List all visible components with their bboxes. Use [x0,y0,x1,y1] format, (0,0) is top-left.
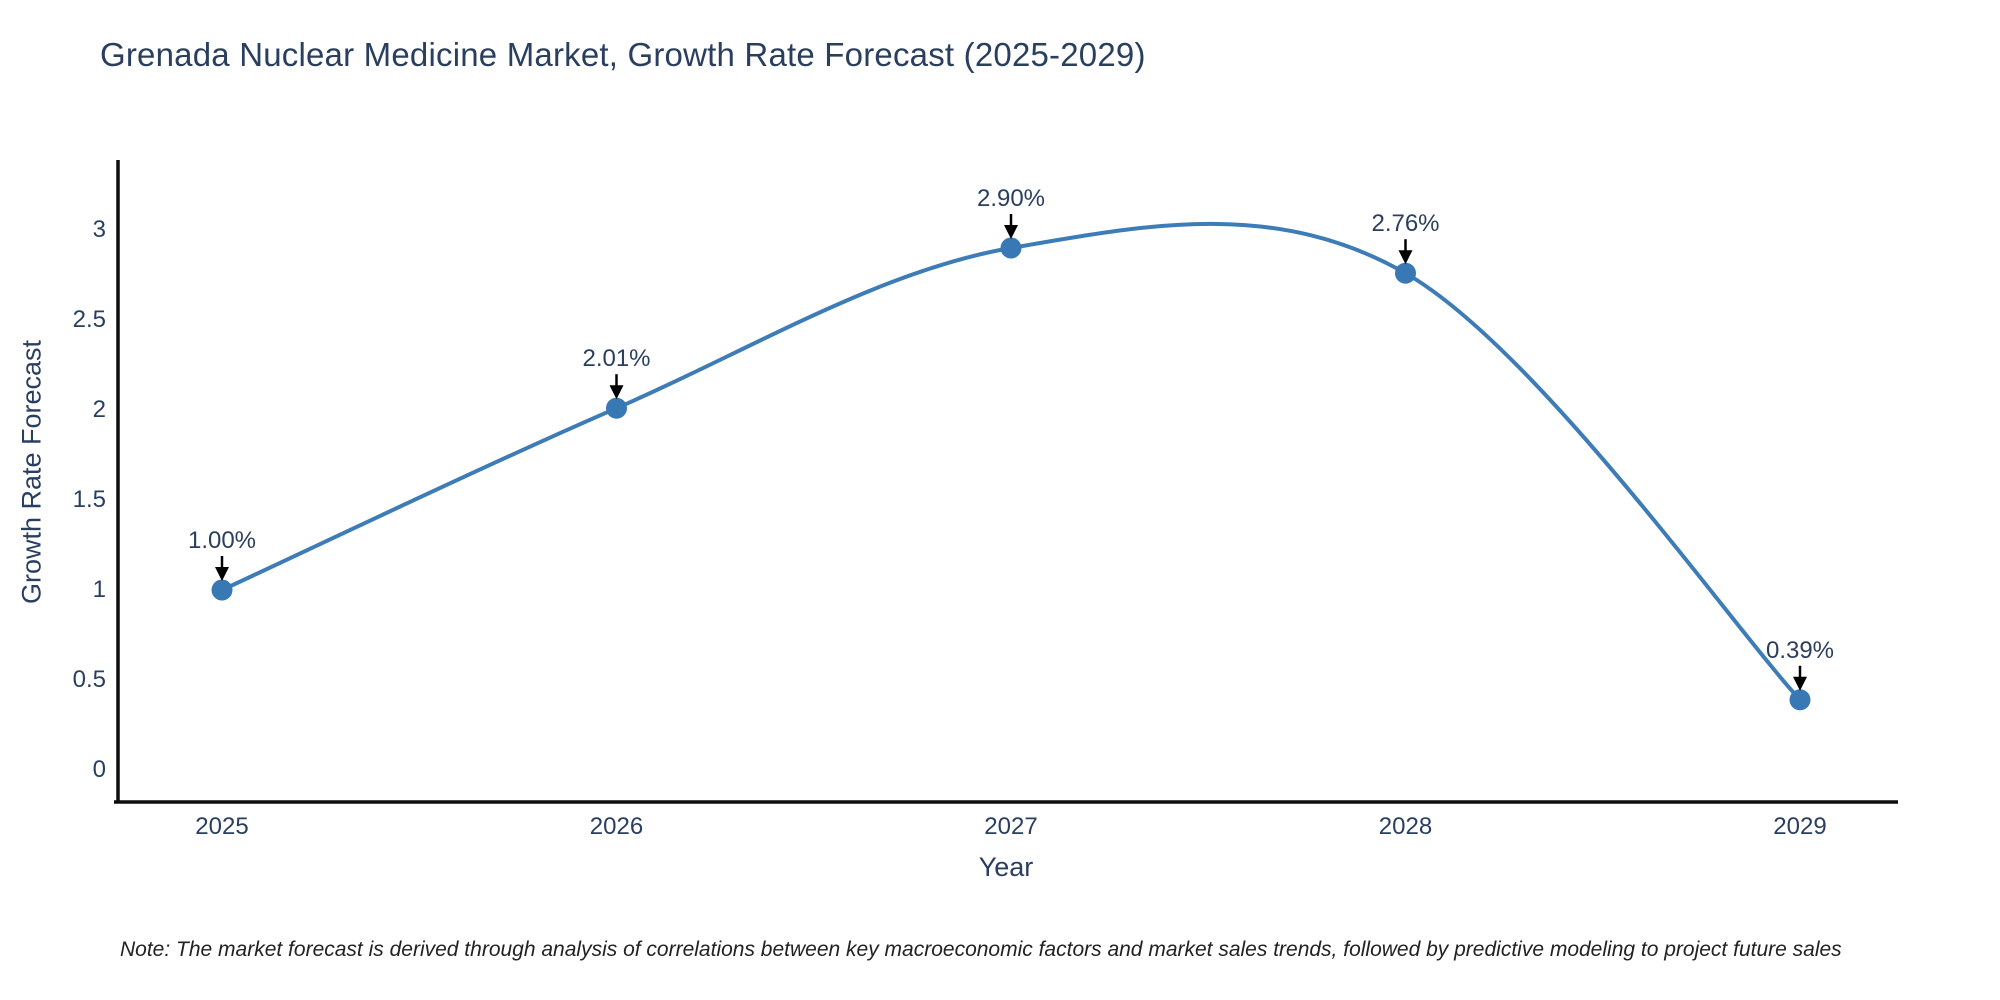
annotation-arrow-head [1793,676,1807,691]
data-point-2029[interactable] [1789,689,1811,711]
y-tick-label: 2.5 [72,306,106,333]
point-annotation: 0.39% [1765,636,1835,664]
x-tick-label: 2026 [589,813,644,840]
y-tick-label: 1 [92,576,106,603]
y-tick-label: 3 [92,216,106,243]
x-tick-label: 2027 [984,813,1038,840]
y-tick-label: 2 [92,396,106,423]
data-point-2026[interactable] [606,397,627,419]
point-annotation: 2.76% [1371,210,1440,238]
y-axis-title: Growth Rate Forecast [16,339,47,605]
y-tick-label: 0 [92,756,106,783]
data-point-2027[interactable] [1000,237,1022,259]
y-tick-label: 1.5 [72,486,106,513]
chart-title: Grenada Nuclear Medicine Market, Growth … [100,36,1146,73]
x-axis-title: Year [978,852,1034,882]
annotation-arrow-head [609,385,624,400]
x-tick-label: 2028 [1378,813,1433,840]
data-point-2028[interactable] [1395,262,1416,284]
trend-line [220,221,1802,702]
footnote: Note: The market forecast is derived thr… [120,938,1842,961]
point-annotation: 2.01% [582,345,651,373]
point-annotation: 2.90% [976,185,1046,212]
y-tick-label: 0.5 [72,666,106,693]
annotation-arrow-head [1398,250,1413,265]
x-tick-label: 2025 [195,813,249,840]
x-tick-label: 2029 [1773,813,1827,840]
annotation-arrow-head [1004,225,1018,239]
data-point-2025[interactable] [211,579,233,601]
annotation-arrow-head [215,567,229,581]
point-annotation: 1.00% [187,527,257,554]
